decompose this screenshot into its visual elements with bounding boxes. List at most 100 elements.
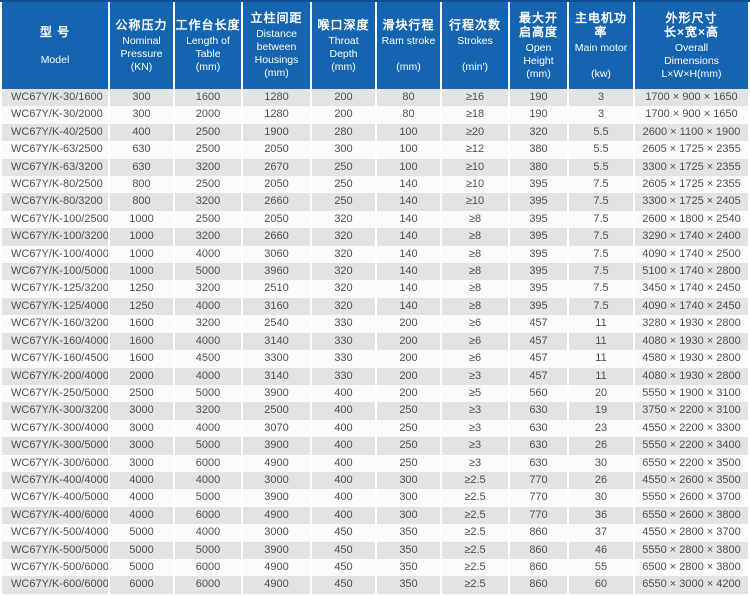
- table-cell: 6500 × 2800 × 3800: [635, 558, 748, 577]
- table-cell: 36: [569, 506, 633, 525]
- table-cell: ≥6: [442, 350, 508, 368]
- table-cell: 3: [569, 106, 633, 124]
- table-cell: 6550 × 3000 × 4200: [635, 576, 748, 594]
- table-cell: ≥6: [442, 332, 508, 351]
- table-cell: 300: [377, 489, 440, 507]
- table-cell: 11: [569, 367, 633, 385]
- column-header-main-motor: 主电机功率 Main motor (kw): [569, 2, 633, 89]
- table-cell: 2500: [175, 123, 241, 142]
- table-cell: 7.5: [569, 297, 633, 316]
- table-cell: 3960: [243, 263, 310, 281]
- table-cell: 4900: [243, 506, 310, 525]
- table-cell: 3750 × 2200 × 3100: [635, 402, 748, 420]
- table-cell: 23: [569, 419, 633, 438]
- table-cell: 1000: [110, 210, 173, 229]
- table-cell: 3900: [243, 541, 310, 559]
- table-cell: 4080 × 1930 × 2800: [635, 332, 748, 351]
- table-cell: 1000: [110, 263, 173, 281]
- column-header-strokes-en: Strokes (min'): [457, 34, 493, 73]
- column-header-ram-stroke: 滑块行程 Ram stroke (mm): [377, 2, 440, 89]
- table-cell: 300: [377, 471, 440, 490]
- table-cell: 860: [510, 524, 567, 542]
- table-cell: 37: [569, 524, 633, 542]
- table-row: WC67Y/K-300/4000 3000 4000 3070 400 250 ≥3 630 2…: [2, 419, 748, 438]
- table-cell: 630: [510, 454, 567, 472]
- table-row: WC67Y/K-300/5000 3000 5000 3900 400 250 ≥3 630 2…: [2, 437, 748, 455]
- table-cell: 3300 × 1725 × 2405: [635, 193, 748, 211]
- table-cell: 140: [377, 245, 440, 264]
- table-cell: 3000: [110, 402, 173, 420]
- table-cell: 140: [377, 297, 440, 316]
- table-cell: 6000: [175, 576, 241, 594]
- table-cell: 630: [510, 437, 567, 455]
- table-cell: 200: [377, 332, 440, 351]
- table-cell: 60: [569, 576, 633, 594]
- table-cell: 6000: [175, 558, 241, 577]
- table-cell: 630: [510, 402, 567, 420]
- column-header-table-length: 工作台长度 Length of Table (mm): [175, 2, 241, 89]
- table-cell: 100: [377, 123, 440, 142]
- model-cell: WC67Y/K-100/3200: [2, 228, 108, 246]
- table-cell: 3450 × 1740 × 2450: [635, 280, 748, 298]
- table-cell: 770: [510, 471, 567, 490]
- table-cell: 350: [377, 541, 440, 559]
- table-cell: ≥8: [442, 245, 508, 264]
- table-row: WC67Y/K-200/4000 2000 4000 3140 330 200 ≥3 457 1…: [2, 367, 748, 385]
- table-cell: 5100 × 1740 × 2800: [635, 263, 748, 281]
- table-cell: ≥10: [442, 176, 508, 194]
- column-header-table-length-cn: 工作台长度: [175, 17, 241, 32]
- model-cell: WC67Y/K-100/5000: [2, 263, 108, 281]
- table-cell: ≥2.5: [442, 506, 508, 525]
- table-cell: 320: [312, 280, 375, 298]
- table-cell: 300: [110, 89, 173, 107]
- table-cell: ≥3: [442, 419, 508, 438]
- table-cell: 6550 × 2200 × 3500: [635, 454, 748, 472]
- table-row: WC67Y/K-400/5000 4000 5000 3900 400 300 ≥2.5 77…: [2, 489, 748, 507]
- table-cell: 4580 × 1930 × 2800: [635, 350, 748, 368]
- model-cell: WC67Y/K-100/4000: [2, 245, 108, 264]
- table-row: WC67Y/K-160/4500 1600 4500 3300 330 200 ≥6 457 1…: [2, 350, 748, 368]
- table-cell: 5.5: [569, 141, 633, 159]
- table-cell: 250: [377, 437, 440, 455]
- table-cell: ≥2.5: [442, 541, 508, 559]
- table-row: WC67Y/K-500/5000 5000 5000 3900 450 350 ≥2.5 86…: [2, 541, 748, 559]
- table-cell: 457: [510, 367, 567, 385]
- model-cell: WC67Y/K-30/1600: [2, 89, 108, 107]
- table-cell: 3900: [243, 489, 310, 507]
- column-header-model-cn: 型 号: [39, 24, 71, 39]
- table-cell: 4000: [175, 332, 241, 351]
- table-cell: 770: [510, 506, 567, 525]
- table-cell: ≥2.5: [442, 524, 508, 542]
- table-cell: 300: [377, 506, 440, 525]
- model-cell: WC67Y/K-300/5000: [2, 437, 108, 455]
- table-cell: 1600: [175, 89, 241, 107]
- table-cell: 190: [510, 106, 567, 124]
- model-cell: WC67Y/K-125/4000: [2, 297, 108, 316]
- column-header-main-motor-en: Main motor (kw): [574, 41, 628, 80]
- table-cell: 7.5: [569, 245, 633, 264]
- table-cell: 800: [110, 176, 173, 194]
- table-cell: 7.5: [569, 228, 633, 246]
- table-cell: ≥2.5: [442, 558, 508, 577]
- table-cell: 200: [377, 367, 440, 385]
- table-row: WC67Y/K-125/3200 1250 3200 2510 320 140 ≥8 395 7…: [2, 280, 748, 298]
- table-cell: 5000: [175, 489, 241, 507]
- table-cell: 3900: [243, 384, 310, 403]
- table-cell: ≥2.5: [442, 576, 508, 594]
- header-row: 型 号 Model 公称压力 Nominal Pressure (KN) 工作台…: [2, 2, 748, 89]
- column-header-model-en: Model: [40, 53, 70, 66]
- table-cell: 26: [569, 471, 633, 490]
- table-cell: 320: [510, 123, 567, 142]
- table-cell: ≥5: [442, 384, 508, 403]
- column-header-strokes-cn: 行程次数: [448, 17, 501, 32]
- table-cell: 5000: [175, 263, 241, 281]
- table-cell: 3200: [175, 193, 241, 211]
- table-cell: 2500: [175, 141, 241, 159]
- table-row: WC67Y/K-250/5000 2500 5000 3900 400 200 ≥5 560 2…: [2, 384, 748, 403]
- table-cell: 350: [377, 558, 440, 577]
- model-cell: WC67Y/K-160/4500: [2, 350, 108, 368]
- table-cell: 30: [569, 489, 633, 507]
- table-cell: 2500: [175, 210, 241, 229]
- table-row: WC67Y/K-400/6000 4000 6000 4900 400 300 ≥2.5 77…: [2, 506, 748, 525]
